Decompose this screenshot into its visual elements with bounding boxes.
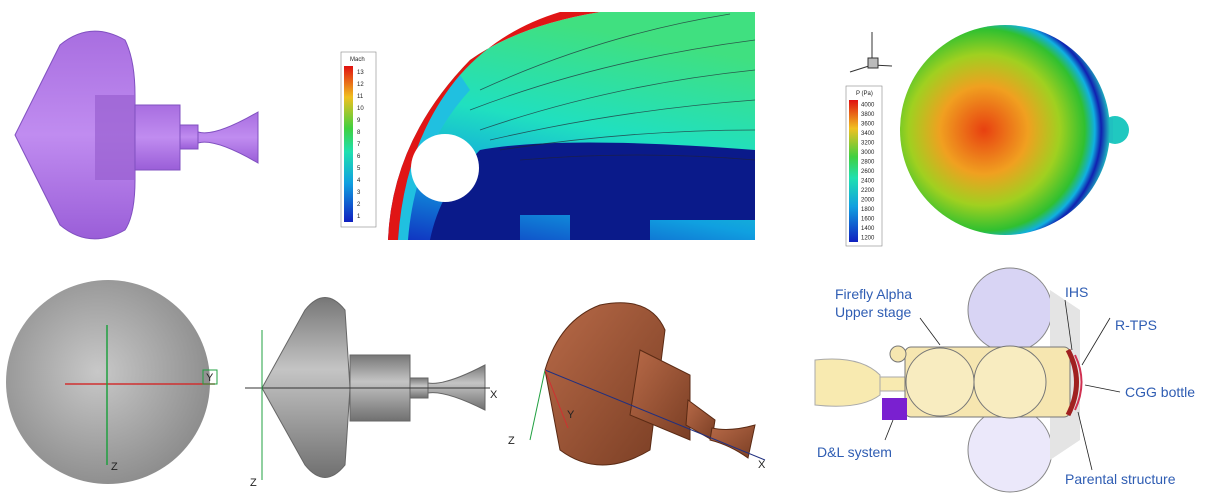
callout: Upper stage bbox=[835, 304, 911, 320]
figure: Mach 13121110987654321 P (Pa) 4000380036… bbox=[0, 0, 1211, 496]
colorbar-label: 11 bbox=[357, 94, 364, 100]
colorbar-label: 3000 bbox=[861, 150, 875, 156]
axis-label: X bbox=[758, 459, 766, 471]
gray-sphere: Y Z bbox=[6, 280, 217, 484]
axis-triad bbox=[850, 32, 892, 72]
colorbar-label: 2000 bbox=[861, 197, 875, 203]
axis-label: Z bbox=[508, 435, 515, 447]
colorbar-label: 2200 bbox=[861, 188, 875, 194]
colorbar-label: 10 bbox=[357, 106, 364, 112]
colorbar-title: Mach bbox=[350, 57, 365, 63]
colorbar-title: P (Pa) bbox=[856, 91, 873, 97]
axis-label: Z bbox=[250, 477, 257, 489]
callout: Firefly Alpha bbox=[835, 286, 912, 302]
axis-label: Y bbox=[567, 409, 575, 421]
colorbar-label: 3600 bbox=[861, 122, 875, 128]
brown-capsule: Z Y X bbox=[508, 303, 766, 471]
axis-label: Z bbox=[111, 461, 118, 473]
colorbar-label: 13 bbox=[357, 70, 364, 76]
callout: Parental structure bbox=[1065, 471, 1176, 487]
colorbar-label: 1200 bbox=[861, 235, 875, 241]
colorbar-label: 2800 bbox=[861, 160, 875, 166]
callout: CGG bottle bbox=[1125, 384, 1195, 400]
colorbar-label: 4000 bbox=[861, 103, 875, 109]
axis-label: Y bbox=[206, 372, 214, 384]
callout: IHS bbox=[1065, 284, 1088, 300]
pressure-sphere: P (Pa) 4000 3800 3600 3400 3200 3000 2800 2600 2… bbox=[846, 25, 1129, 246]
gray-capsule: X Z bbox=[245, 298, 498, 490]
callout: R-TPS bbox=[1115, 317, 1157, 333]
axis-label: X bbox=[490, 389, 498, 401]
colorbar-label: 1400 bbox=[861, 226, 875, 232]
colorbar-label: 1600 bbox=[861, 216, 875, 222]
colorbar-label: 12 bbox=[357, 82, 364, 88]
colorbar-label: 3400 bbox=[861, 131, 875, 137]
callout: D&L system bbox=[817, 444, 892, 460]
colorbar-label: 2600 bbox=[861, 169, 875, 175]
colorbar-label: 3200 bbox=[861, 141, 875, 147]
colorbar-label: 1800 bbox=[861, 207, 875, 213]
purple-capsule bbox=[15, 31, 258, 239]
layout-diagram: Firefly Alpha Upper stage IHS R-TPS CGG … bbox=[815, 268, 1195, 492]
colorbar-label: 3800 bbox=[861, 112, 875, 118]
colorbar-label: 2400 bbox=[861, 178, 875, 184]
